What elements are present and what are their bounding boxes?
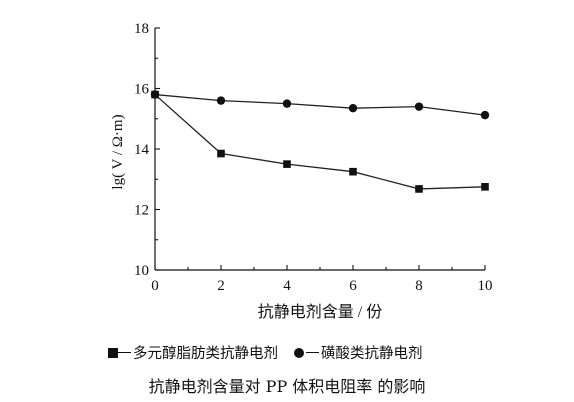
x-tick-label: 0 xyxy=(151,278,159,294)
legend-label-polyol: 多元醇脂肪类抗静电剂 xyxy=(133,346,278,362)
data-point-square xyxy=(481,183,489,191)
axes: 0 2 4 6 8 10 10 12 14 16 18 xyxy=(134,21,493,294)
x-tick-label: 10 xyxy=(478,278,493,294)
square-marker-icon xyxy=(108,347,118,358)
data-point-circle xyxy=(150,90,160,99)
legend: 多元醇脂肪类抗静电剂 磺酸类抗静电剂 xyxy=(108,342,423,363)
series-line xyxy=(154,93,486,116)
data-point-circle xyxy=(282,99,292,108)
data-point-circle xyxy=(414,102,424,111)
circle-marker-icon xyxy=(294,347,304,358)
chart-plot: 0 2 4 6 8 10 10 12 14 16 18 lg( V / Ω·m) 抗静电剂含量 / … xyxy=(110,21,493,321)
data-point-circle xyxy=(348,103,358,113)
series-layer xyxy=(150,90,490,193)
x-tick-label: 8 xyxy=(415,278,423,294)
y-tick-label: 16 xyxy=(134,82,150,98)
series-line xyxy=(154,94,486,190)
legend-label-sulfonate: 磺酸类抗静电剂 xyxy=(321,346,423,362)
legend-item-sulfonate: 磺酸类抗静电剂 xyxy=(278,342,423,363)
y-tick-label: 18 xyxy=(134,21,149,37)
data-point-square xyxy=(217,149,225,158)
data-point-circle xyxy=(480,110,490,120)
y-tick-label: 14 xyxy=(134,142,150,158)
x-axis-label: 抗静电剂含量 / 份 xyxy=(258,303,382,321)
line-dash-icon xyxy=(306,351,319,354)
data-point-square xyxy=(415,185,423,193)
data-point-square xyxy=(283,160,291,168)
legend-item-polyol: 多元醇脂肪类抗静电剂 xyxy=(108,342,278,363)
x-tick-label: 2 xyxy=(217,278,225,294)
x-tick-label: 6 xyxy=(349,278,357,294)
y-tick-label: 10 xyxy=(134,263,149,279)
series-2 xyxy=(150,90,490,120)
data-point-square xyxy=(349,167,357,176)
chart-title: 抗静电剂含量对 PP 体积电阻率 的影响 xyxy=(148,377,426,396)
x-tick-label: 4 xyxy=(283,278,291,294)
data-point-circle xyxy=(216,96,226,105)
y-axis-label: lg( V / Ω·m) xyxy=(110,114,126,189)
line-dash-icon xyxy=(118,351,131,354)
y-tick-label: 12 xyxy=(134,203,149,219)
